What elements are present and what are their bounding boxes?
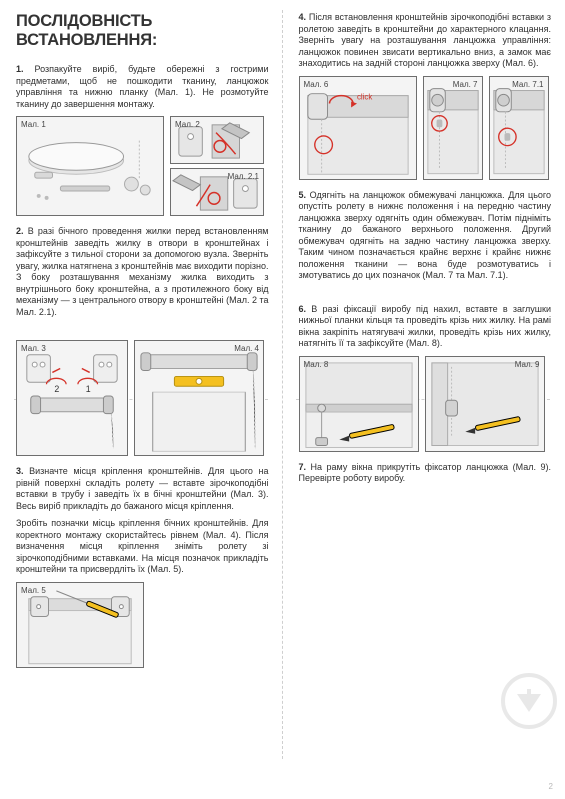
figure-2: Мал. 2 — [170, 116, 264, 164]
figure-6-label: Мал. 6 — [304, 80, 329, 89]
figure-7-svg — [424, 77, 482, 178]
figure-8-label: Мал. 8 — [304, 360, 329, 369]
step-6-text: 6. В разі фіксації виробу під нахил, вст… — [299, 304, 552, 350]
figure-8: Мал. 8 — [299, 356, 419, 452]
figure-6: Мал. 6 click — [299, 76, 417, 180]
fig-row-6-7: Мал. 6 click Мал. 7 — [299, 76, 552, 180]
step-2-text: 2. В разі бічного проведення жилки перед… — [16, 226, 269, 318]
figure-1: Мал. 1 — [16, 116, 164, 216]
figure-8-svg — [300, 357, 418, 451]
figure-6-svg: click — [300, 76, 416, 178]
figure-2-1: Мал. 2.1 — [170, 168, 264, 216]
figure-3: Мал. 3 2 1 — [16, 340, 128, 456]
left-column: ПОСЛІДОВНІСТЬ ВСТАНОВЛЕННЯ: 1. Розпакуйт… — [0, 0, 283, 799]
svg-text:1: 1 — [86, 384, 91, 394]
figure-7-label: Мал. 7 — [453, 80, 478, 89]
figure-3-svg: 2 1 — [17, 341, 127, 455]
page-title: ПОСЛІДОВНІСТЬ ВСТАНОВЛЕННЯ: — [16, 12, 269, 50]
step-1-text: 1. Розпакуйте виріб, будьте обережні з г… — [16, 64, 269, 110]
step-3b-text: Зробіть позначки місць кріплення бічних … — [16, 518, 269, 576]
figure-4: Мал. 4 — [134, 340, 264, 456]
svg-text:2: 2 — [54, 384, 59, 394]
figure-2-1-label: Мал. 2.1 — [228, 172, 259, 181]
figure-1-label: Мал. 1 — [21, 120, 46, 129]
page: ПОСЛІДОВНІСТЬ ВСТАНОВЛЕННЯ: 1. Розпакуйт… — [0, 0, 565, 799]
fig-row-5: Мал. 5 — [16, 582, 269, 668]
figure-4-svg — [135, 341, 263, 455]
figure-9-label: Мал. 9 — [515, 360, 540, 369]
figure-5-label: Мал. 5 — [21, 586, 46, 595]
fig-row-3-4: Мал. 3 2 1 Мал. 4 — [16, 340, 269, 456]
page-number: 2 — [549, 782, 553, 791]
watermark-icon — [501, 673, 557, 729]
figure-9-svg — [426, 357, 544, 451]
figure-7-1-svg — [490, 77, 548, 178]
figure-2-stack: Мал. 2 Мал. 2.1 — [170, 116, 264, 216]
fig-row-8-9: Мал. 8 Мал. 9 — [299, 356, 552, 452]
step-5-text: 5. Одягніть на ланцюжок обмежувачі ланцю… — [299, 190, 552, 282]
step-4-text: 4. Після встановлення кронштейнів зірочк… — [299, 12, 552, 70]
step-3a-text: 3. Визначте місця кріплення кронштейнів.… — [16, 466, 269, 512]
click-label: click — [357, 93, 372, 102]
figure-2-label: Мал. 2 — [175, 120, 200, 129]
step-7-text: 7. На раму вікна прикрутіть фіксатор лан… — [299, 462, 552, 485]
figure-9: Мал. 9 — [425, 356, 545, 452]
right-column: 4. Після встановлення кронштейнів зірочк… — [283, 0, 565, 799]
figure-4-label: Мал. 4 — [234, 344, 259, 353]
figure-3-label: Мал. 3 — [21, 344, 46, 353]
figure-5-svg — [17, 583, 143, 668]
figure-1-svg — [17, 117, 163, 216]
fig-row-1-2: Мал. 1 Мал. 2 — [16, 116, 269, 216]
figure-7-1: Мал. 7.1 — [489, 76, 549, 180]
figure-7: Мал. 7 — [423, 76, 483, 180]
figure-7-1-label: Мал. 7.1 — [512, 80, 543, 89]
figure-5: Мал. 5 — [16, 582, 144, 668]
